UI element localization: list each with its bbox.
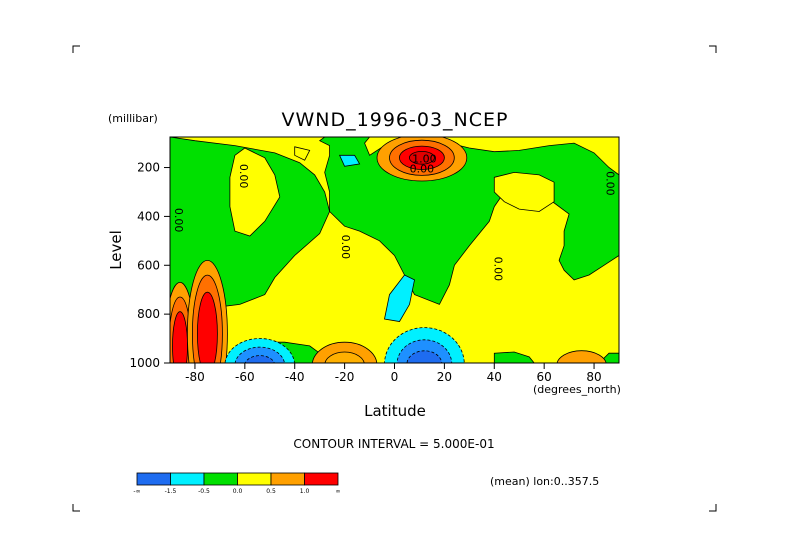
contour-label-5: 0.00 (491, 257, 504, 282)
x-tick-label--60: -60 (235, 370, 255, 384)
contour-label-6: 0.00 (604, 171, 617, 196)
y-tick-label-200: 200 (137, 161, 160, 175)
field-cyan-lower (384, 274, 415, 322)
y-tick-label-600: 600 (137, 258, 160, 272)
colorbar: -∞ -1.5 -0.5 0.0 0.5 1.0 ∞ (133, 472, 341, 495)
contour-label-2: 0.00 (339, 235, 352, 260)
contour-labels: 0.000.000.001.000.000.000.00 (172, 153, 617, 281)
x-tick-label--80: -80 (185, 370, 205, 384)
surface-min-west-ring-1 (234, 346, 285, 363)
south-max-2-ring-2 (197, 291, 218, 363)
footnote: (mean) lon:0..357.5 (490, 475, 599, 488)
crop-mark-bottom-left (72, 504, 80, 512)
field-cyan-upper (338, 154, 361, 167)
contour-label-3: 1.00 (412, 153, 437, 166)
colorbar-swatch-0 (136, 472, 171, 486)
crop-mark-top-left (72, 45, 80, 53)
x-tick-label-0: 0 (391, 370, 399, 384)
colorbar-label-3: 0.0 (233, 488, 243, 495)
surface-min-east-ring-0 (384, 327, 465, 363)
colorbar-swatch-4 (270, 472, 305, 486)
surface-orange-west-ring-1 (324, 351, 365, 363)
y-tick-label-400: 400 (137, 209, 160, 223)
colorbar-swatch-2 (203, 472, 238, 486)
surface-min-west-ring-2 (244, 355, 275, 363)
y-tick-label-1000: 1000 (129, 356, 160, 370)
colorbar-label-2: -0.5 (198, 488, 210, 495)
contour-label-0: 0.00 (237, 164, 250, 189)
colorbar-label-0: -∞ (133, 488, 140, 495)
surface-orange-east-ring-0 (556, 350, 607, 363)
contour-label-4: 0.00 (410, 162, 435, 175)
x-tick-label-20: 20 (437, 370, 452, 384)
colorbar-label-1: -1.5 (165, 488, 177, 495)
colorbar-label-5: 1.0 (300, 488, 310, 495)
y-unit-label: (millibar) (108, 112, 158, 125)
x-axis: -80 -60 -40 -20 0 20 40 60 80 (185, 363, 602, 384)
crop-mark-top-right (709, 45, 717, 53)
contour-interval-text: CONTOUR INTERVAL = 5.000E-01 (293, 437, 494, 451)
surface-min-east-ring-2 (406, 350, 443, 363)
y-axis: 200 400 600 800 1000 (129, 161, 170, 370)
crop-mark-bottom-right (709, 504, 717, 512)
field-yellow-west-inner (229, 147, 281, 237)
x-tick-label-80: 80 (586, 370, 601, 384)
colorbar-swatch-3 (237, 472, 272, 486)
field-yellow-east-hole (493, 171, 555, 212)
x-tick-label-40: 40 (487, 370, 502, 384)
crop-marks (72, 45, 717, 512)
chart-title: VWND_1996-03_NCEP (282, 109, 509, 131)
x-tick-label--20: -20 (335, 370, 355, 384)
jet-max-ring-3 (408, 151, 435, 165)
y-tick-label-800: 800 (137, 307, 160, 321)
surface-min-west-ring-0 (224, 338, 295, 363)
field-green-surface-east (493, 351, 535, 363)
colorbar-label-4: 0.5 (266, 488, 276, 495)
contour-field (170, 137, 619, 363)
colorbar-swatch-1 (170, 472, 205, 486)
x-tick-label-60: 60 (537, 370, 552, 384)
y-axis-title: Level (107, 230, 125, 270)
x-axis-title: Latitude (364, 402, 426, 420)
x-unit-label: (degrees_north) (533, 383, 621, 396)
field-yellow-north-hole (294, 146, 311, 161)
colorbar-swatch-5 (304, 472, 339, 486)
colorbar-label-6: ∞ (336, 488, 341, 495)
x-tick-label--40: -40 (285, 370, 305, 384)
contour-label-1: 0.00 (172, 208, 185, 233)
